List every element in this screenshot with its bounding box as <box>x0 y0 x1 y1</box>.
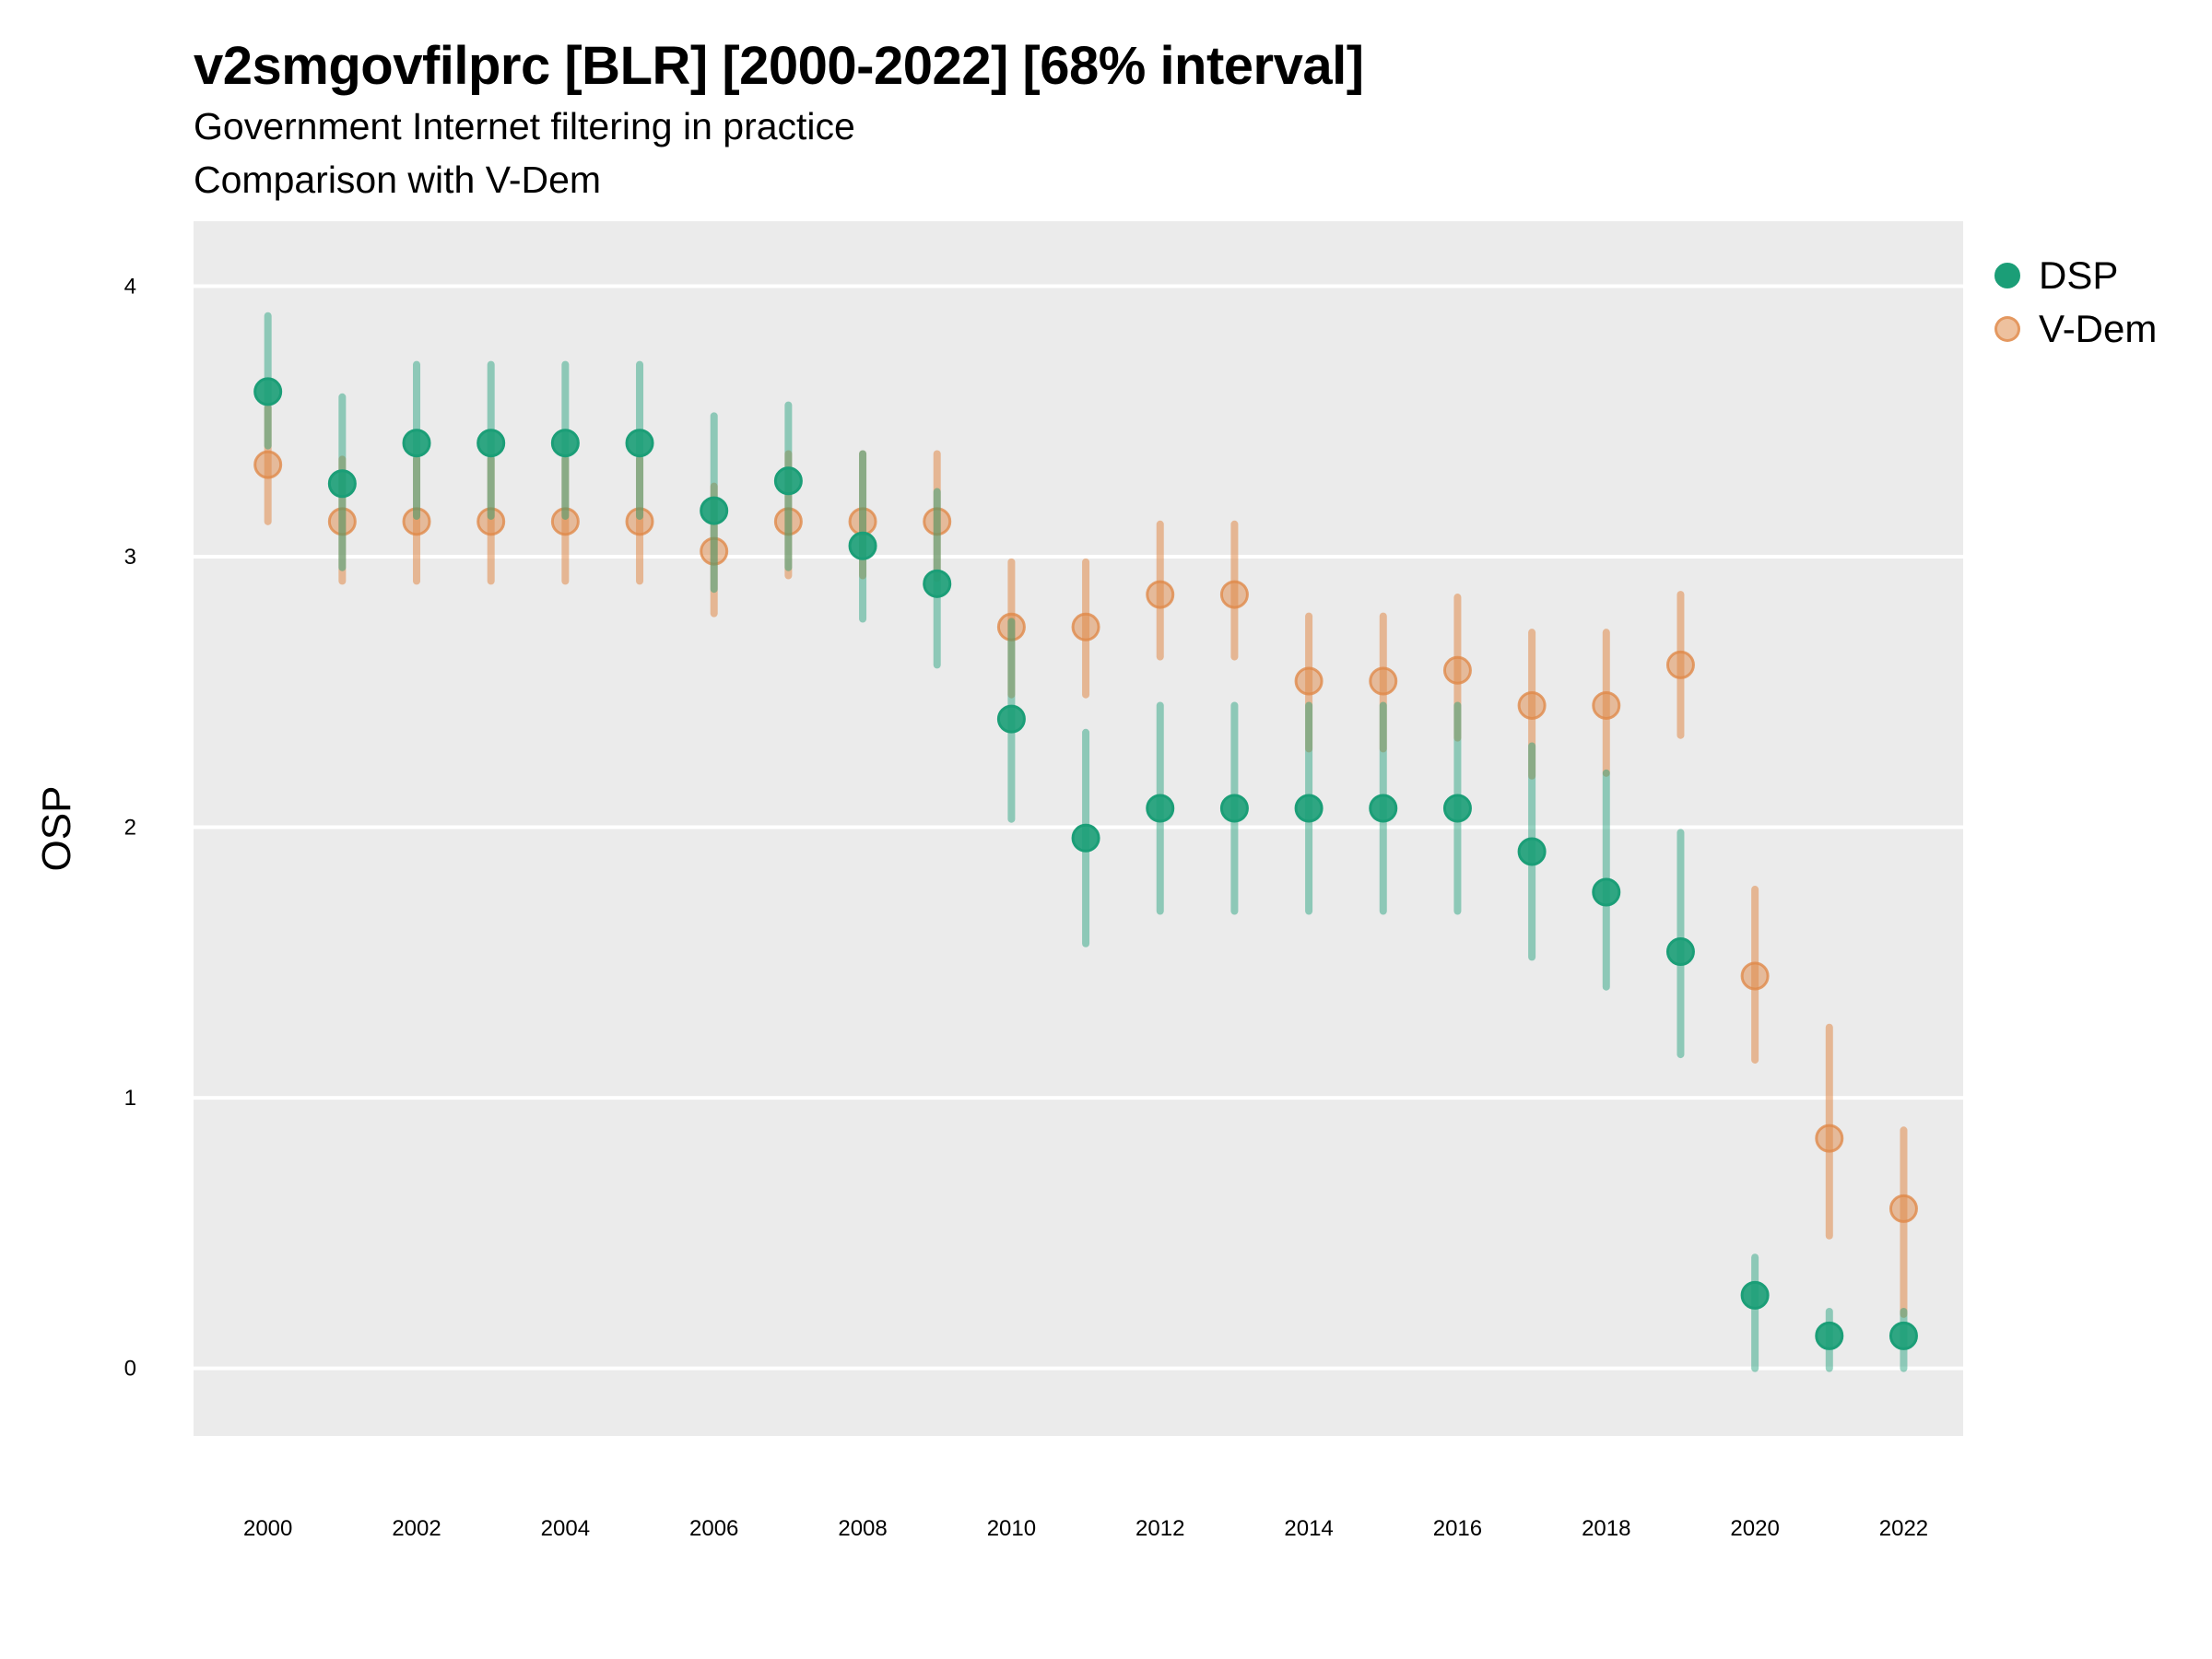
data-point <box>1740 1280 1770 1310</box>
data-point <box>1665 937 1695 967</box>
y-tick-label: 1 <box>124 1086 136 1111</box>
gridlines <box>194 284 1963 1371</box>
data-point <box>1740 961 1770 991</box>
data-point <box>1442 655 1472 685</box>
data-point <box>1219 794 1249 823</box>
chart-subtitle: Government Internet filtering in practic… <box>194 105 855 147</box>
series-dsp <box>253 312 1918 1372</box>
x-tick-label: 2004 <box>541 1516 590 1541</box>
y-tick-label: 0 <box>124 1357 136 1382</box>
x-tick-label: 2022 <box>1879 1516 1928 1541</box>
data-point <box>625 429 654 458</box>
y-tick-label: 4 <box>124 274 136 299</box>
data-point <box>477 429 506 458</box>
data-point <box>1442 794 1472 823</box>
data-point <box>327 507 357 536</box>
data-point <box>1592 690 1621 720</box>
data-point <box>550 429 580 458</box>
legend-label: V-Dem <box>2039 307 2158 350</box>
data-point <box>253 450 283 479</box>
y-tick-label: 2 <box>124 816 136 841</box>
data-point <box>773 466 803 496</box>
data-point <box>402 507 431 536</box>
data-point <box>1146 580 1175 609</box>
x-tick-label: 2016 <box>1433 1516 1482 1541</box>
legend-item-dsp: DSP <box>1982 249 2157 302</box>
x-tick-label: 2010 <box>987 1516 1036 1541</box>
x-tick-label: 2018 <box>1582 1516 1630 1541</box>
chart-subtitle-2: Comparison with V-Dem <box>194 159 602 201</box>
y-axis-ticks: 0 1 2 3 4 <box>124 274 136 1381</box>
y-axis-label: OSP <box>34 786 79 872</box>
data-point <box>1146 794 1175 823</box>
data-point <box>1815 1124 1844 1153</box>
data-point <box>700 496 729 525</box>
data-point <box>1517 690 1547 720</box>
data-point <box>1294 666 1324 696</box>
legend-dot-icon <box>1994 316 2020 342</box>
data-point <box>1369 794 1398 823</box>
x-tick-label: 2002 <box>392 1516 441 1541</box>
data-point <box>1071 823 1100 853</box>
series-vdem <box>253 404 1918 1318</box>
data-marks <box>253 312 1918 1372</box>
data-point <box>253 377 283 406</box>
data-point <box>996 612 1026 641</box>
data-point <box>773 507 803 536</box>
data-point <box>1071 612 1100 641</box>
data-point <box>923 569 952 598</box>
data-point <box>1369 666 1398 696</box>
data-point <box>996 704 1026 734</box>
data-point <box>1888 1194 1918 1223</box>
x-tick-label: 2014 <box>1284 1516 1333 1541</box>
data-point <box>1815 1321 1844 1350</box>
data-point <box>1294 794 1324 823</box>
legend: DSP V-Dem <box>1982 249 2157 356</box>
data-point <box>1517 837 1547 866</box>
legend-dot-icon <box>1994 263 2020 288</box>
chart-title: v2smgovfilprc [BLR] [2000-2022] [68% int… <box>194 36 1364 96</box>
data-point <box>550 507 580 536</box>
data-point <box>402 429 431 458</box>
y-tick-label: 3 <box>124 545 136 570</box>
data-point <box>625 507 654 536</box>
x-tick-label: 2012 <box>1135 1516 1184 1541</box>
x-axis-ticks: 2000 2002 2004 2006 2008 2010 2012 2014 2016 2018… <box>243 1516 1928 1541</box>
data-point <box>923 507 952 536</box>
data-point <box>327 469 357 499</box>
data-point <box>1592 877 1621 907</box>
x-tick-label: 2000 <box>243 1516 292 1541</box>
x-tick-label: 2020 <box>1730 1516 1779 1541</box>
x-tick-label: 2008 <box>838 1516 887 1541</box>
data-point <box>848 531 877 560</box>
data-point <box>1219 580 1249 609</box>
data-point <box>477 507 506 536</box>
data-point <box>1665 650 1695 679</box>
legend-item-vdem: V-Dem <box>1982 302 2157 356</box>
data-point <box>700 536 729 566</box>
x-tick-label: 2006 <box>689 1516 738 1541</box>
data-point <box>1888 1321 1918 1350</box>
legend-label: DSP <box>2039 253 2119 297</box>
